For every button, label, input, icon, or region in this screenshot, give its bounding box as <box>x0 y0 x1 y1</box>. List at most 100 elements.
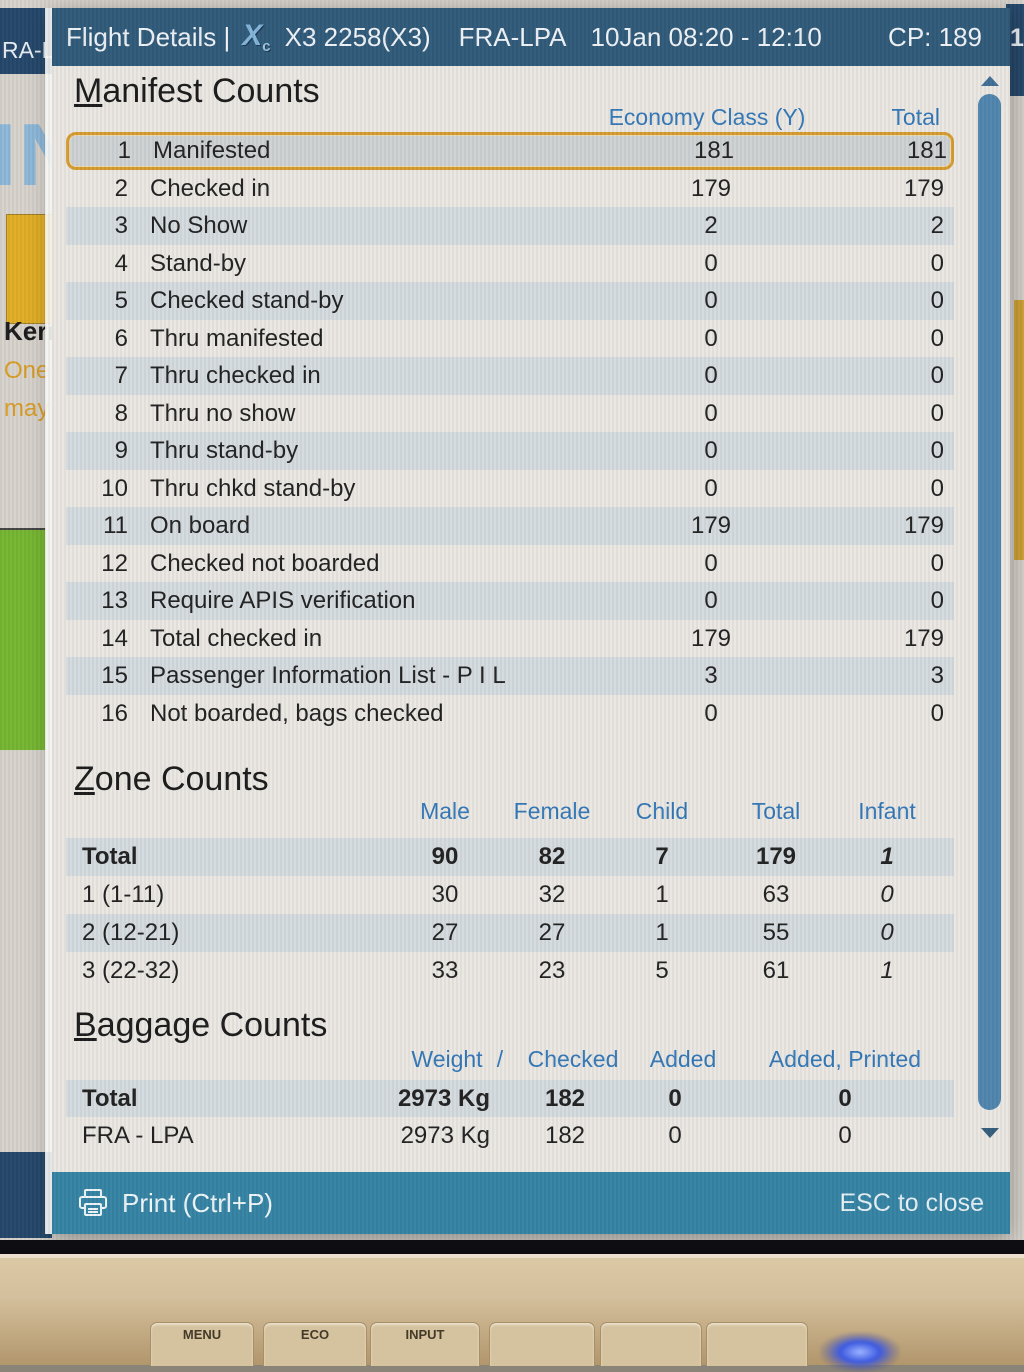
total-value: 61 <box>762 957 790 984</box>
manifest-row-selected[interactable]: 1 Manifested 181 181 <box>66 132 954 170</box>
added-printed-value: 0 <box>838 1122 852 1149</box>
row-label: Total checked in <box>150 624 323 652</box>
scrollbar-thumb[interactable] <box>978 94 1001 1110</box>
added-printed-column-header: Added, Printed <box>768 1046 922 1072</box>
row-label: Thru no show <box>150 399 296 427</box>
row-label: Thru manifested <box>150 324 324 352</box>
row-number: 5 <box>114 287 128 314</box>
flight-details-dialog: Flight Details | Xc X3 2258(X3) FRA-LPA … <box>52 8 1010 1234</box>
infant-value: 0 <box>880 919 894 946</box>
child-value: 5 <box>655 957 669 984</box>
total-column-header: Total <box>891 104 940 130</box>
row-economy-value: 179 <box>690 512 732 539</box>
background-window-header-right: 1 <box>1006 4 1024 96</box>
vertical-scrollbar[interactable] <box>972 66 1006 1172</box>
background-window-header-left: RA-L <box>0 8 54 74</box>
weight-column-header: Weight <box>411 1046 483 1072</box>
row-total-value: 0 <box>930 699 944 727</box>
zone-row-total: Total 90 82 7 179 1 <box>66 838 954 876</box>
row-label: Total <box>82 1085 138 1112</box>
row-total-value: 179 <box>903 512 944 539</box>
total-value: 63 <box>762 881 790 908</box>
row-label: On board <box>150 512 251 539</box>
child-value: 1 <box>655 919 669 946</box>
row-label: Checked not boarded <box>150 549 380 577</box>
row-label: Stand-by <box>150 249 247 277</box>
row-total-value: 179 <box>903 624 944 652</box>
manifest-row[interactable]: 9 Thru stand-by 0 0 <box>66 432 954 470</box>
print-button[interactable]: Print (Ctrl+P) <box>78 1188 273 1219</box>
manifest-row[interactable]: 14 Total checked in 179 179 <box>66 620 954 658</box>
manifest-row[interactable]: 8 Thru no show 0 0 <box>66 395 954 433</box>
manifest-row[interactable]: 4 Stand-by 0 0 <box>66 245 954 283</box>
row-label: Require APIS verification <box>150 587 416 614</box>
row-total-value: 179 <box>903 174 944 202</box>
row-economy-value: 0 <box>704 587 718 614</box>
scroll-up-icon[interactable] <box>981 76 999 86</box>
baggage-row-total: Total 2973 Kg 182 0 0 <box>66 1080 954 1117</box>
male-value: 27 <box>431 919 459 946</box>
scroll-down-icon[interactable] <box>981 1128 999 1138</box>
zone-row: 2 (12-21) 27 27 1 55 0 <box>66 914 954 952</box>
row-economy-value: 2 <box>704 212 718 239</box>
row-total-value: 0 <box>930 399 944 427</box>
flight-number: X3 2258(X3) <box>284 21 431 52</box>
row-number: 4 <box>114 249 128 277</box>
background-green-block <box>0 528 46 750</box>
weight-value: 2973 Kg <box>397 1085 490 1112</box>
manifest-row[interactable]: 3 No Show 2 2 <box>66 207 954 245</box>
row-economy-value: 181 <box>693 137 735 164</box>
manifest-row[interactable]: 15 Passenger Information List - P I L 3 … <box>66 657 954 695</box>
flight-route: FRA-LPA <box>458 21 567 52</box>
monitor-screen-edge <box>0 1240 1024 1256</box>
dialog-footer: Print (Ctrl+P) ESC to close <box>52 1172 1010 1234</box>
monitor-button <box>600 1322 702 1366</box>
row-total-value: 181 <box>906 137 947 164</box>
row-total-value: 0 <box>930 249 944 277</box>
manifest-row[interactable]: 11 On board 179 179 <box>66 507 954 545</box>
row-label: 2 (12-21) <box>82 919 180 946</box>
manifest-row[interactable]: 6 Thru manifested 0 0 <box>66 320 954 358</box>
row-number: 3 <box>114 212 128 239</box>
monitor-bezel: MENU ECO INPUT <box>0 1254 1024 1372</box>
row-economy-value: 3 <box>704 662 718 689</box>
child-column-header: Child <box>635 798 689 824</box>
row-label: No Show <box>150 212 248 239</box>
manifest-counts-heading: Manifest Counts <box>74 72 320 110</box>
flight-schedule: 10Jan 08:20 - 12:10 <box>590 21 822 52</box>
added-printed-value: 0 <box>838 1085 852 1112</box>
zone-table: Total 90 82 7 179 1 1 (1-11) 30 32 1 63 … <box>66 838 954 990</box>
manifest-row[interactable]: 7 Thru checked in 0 0 <box>66 357 954 395</box>
row-label: Not boarded, bags checked <box>150 699 444 727</box>
row-total-value: 0 <box>930 549 944 577</box>
manifest-row[interactable]: 2 Checked in 179 179 <box>66 170 954 208</box>
row-number: 1 <box>117 137 131 164</box>
row-label: Passenger Information List - P I L <box>150 662 506 689</box>
female-value: 23 <box>538 957 566 984</box>
printer-icon <box>79 1189 107 1216</box>
row-total-value: 0 <box>930 287 944 314</box>
checked-column-header: Checked <box>527 1046 619 1072</box>
row-label: Thru stand-by <box>150 437 299 464</box>
baggage-table: Total 2973 Kg 182 0 0 FRA - LPA 2973 Kg … <box>66 1080 954 1154</box>
row-number: 15 <box>101 662 128 689</box>
row-economy-value: 0 <box>704 399 718 427</box>
manifest-row[interactable]: 13 Require APIS verification 0 0 <box>66 582 954 620</box>
row-number: 14 <box>101 624 128 652</box>
background-partial-word: IN <box>0 105 54 204</box>
dialog-titlebar: Flight Details | Xc X3 2258(X3) FRA-LPA … <box>52 8 1010 66</box>
row-total-value: 2 <box>930 212 944 239</box>
manifest-row[interactable]: 16 Not boarded, bags checked 0 0 <box>66 695 954 733</box>
row-economy-value: 179 <box>690 174 732 202</box>
background-yellow-block <box>6 214 54 324</box>
row-label: Thru checked in <box>150 362 321 389</box>
manifest-row[interactable]: 12 Checked not boarded 0 0 <box>66 545 954 583</box>
zone-counts-heading: Zone Counts <box>74 760 269 798</box>
infant-column-header: Infant <box>858 798 916 824</box>
monitor-eco-button: ECO <box>263 1322 367 1366</box>
manifest-row[interactable]: 5 Checked stand-by 0 0 <box>66 282 954 320</box>
print-button-label: Print (Ctrl+P) <box>122 1187 273 1218</box>
slash-separator: / <box>496 1046 504 1072</box>
child-value: 7 <box>655 843 669 870</box>
manifest-row[interactable]: 10 Thru chkd stand-by 0 0 <box>66 470 954 508</box>
